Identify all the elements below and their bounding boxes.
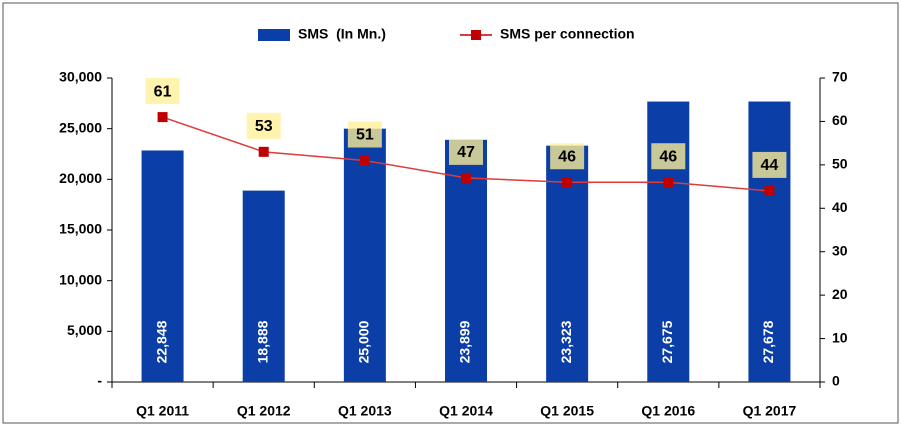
value-label-box [449,138,483,165]
y2-tick-label: 70 [832,69,848,85]
legend-label: SMS per connection [500,26,635,42]
x-tick-label: Q1 2011 [136,403,189,419]
bar [242,190,285,382]
bar-value-label: 18,888 [254,320,270,363]
value-label-box [246,112,281,139]
x-tick-label: Q1 2012 [237,403,291,419]
value-label-box [752,151,787,178]
value-label-box [347,121,382,148]
x-tick-label: Q1 2014 [439,403,493,419]
y2-tick-label: 50 [832,156,848,172]
y-tick-label: - [97,373,102,389]
value-label: 44 [761,157,779,174]
bar-value-label: 23,323 [558,320,574,363]
y-tick-label: 20,000 [59,170,102,186]
value-label: 46 [659,148,677,165]
y2-tick-label: 60 [832,112,848,128]
value-label: 61 [154,83,172,100]
value-label-box [651,143,686,170]
bar [748,101,791,382]
y-tick-label: 30,000 [59,69,102,85]
value-label-box [550,143,585,170]
bar [343,128,386,382]
y-tick-label: 15,000 [59,221,102,237]
y2-tick-label: 30 [832,242,848,258]
bar-value-label: 22,848 [153,320,169,363]
x-tick-label: Q1 2015 [540,403,594,419]
value-label: 46 [558,148,576,165]
x-tick-label: Q1 2013 [338,403,392,419]
x-tick-label: Q1 2017 [743,403,797,419]
value-label-box [145,78,180,105]
line-marker [258,146,269,157]
y-tick-label: 10,000 [59,271,102,287]
bar-value-label: 25,000 [356,320,372,363]
value-label: 47 [457,144,475,161]
y2-tick-label: 20 [832,286,848,302]
x-tick-label: Q1 2016 [641,403,695,419]
line-marker [663,177,674,188]
line-marker [764,185,775,196]
y-tick-label: 25,000 [59,119,102,135]
legend-swatch [258,29,290,41]
y2-tick-label: 40 [832,199,848,215]
bar-value-label: 27,678 [760,320,776,363]
legend-label: SMS (In Mn.) [298,26,386,42]
y2-tick-label: 10 [832,329,848,345]
bar-value-label: 23,899 [457,320,473,363]
line-marker [359,155,370,166]
bar [141,150,184,382]
line-marker [461,172,471,183]
y-tick-label: 5,000 [67,322,102,338]
line-marker [157,112,168,123]
y2-tick-label: 0 [832,373,840,389]
bar-value-label: 27,675 [659,320,675,363]
line-marker [562,177,573,188]
legend-marker [471,30,481,40]
value-label: 51 [356,127,374,144]
value-label: 53 [255,118,273,135]
